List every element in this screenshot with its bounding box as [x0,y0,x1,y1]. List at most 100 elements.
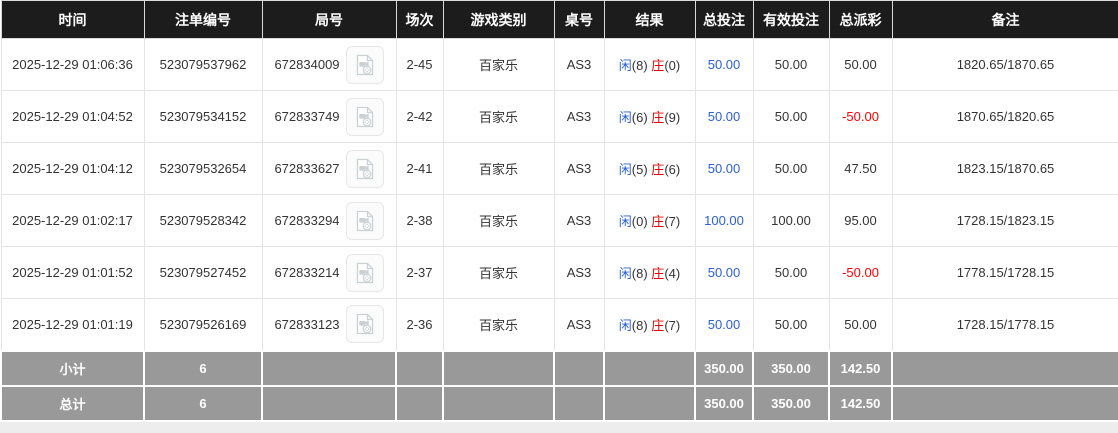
subtotal-empty-round [261,349,397,387]
result-banker-score: (6) [664,162,681,177]
cell-valid-bet: 50.00 [752,90,830,143]
cell-total-payout: 47.50 [828,142,893,195]
video-file-icon [353,53,377,77]
round-id-wrap: 672833294 [265,201,394,240]
table-row: 2025-12-29 01:01:19 523079526169 672833123… [0,298,1118,351]
table-footer: 小计 6 350.00 350.00 142.50 总计 6 350.00 350.00 142.… [0,349,1118,422]
cell-bet-id: 523079532654 [143,142,263,195]
grandtotal-count: 6 [143,384,263,422]
total-bet-link[interactable]: 50.00 [707,161,741,176]
cell-remark: 1870.65/1820.65 [891,90,1118,143]
round-id-wrap: 672833123 [265,305,394,344]
column-header-bet-id: 注单编号 [143,0,263,39]
cell-valid-bet: 50.00 [752,38,830,91]
table-row: 2025-12-29 01:02:17 523079528342 672833294… [0,194,1118,247]
round-id-text: 672833294 [274,213,340,228]
total-bet-link[interactable]: 50.00 [707,57,741,72]
result-player-label: 闲 [618,266,632,281]
cell-session: 2-42 [395,90,444,143]
column-header-time: 时间 [0,0,145,39]
subtotal-label: 小计 [0,349,145,387]
cell-game-type: 百家乐 [442,298,555,351]
cell-table-no: AS3 [553,90,605,143]
cell-round-id: 672833123 [261,298,397,351]
cell-bet-id: 523079528342 [143,194,263,247]
result-player-label: 闲 [618,162,632,177]
round-id-wrap: 672833214 [265,253,394,292]
table-header: 时间 注单编号 局号 场次 游戏类别 桌号 结果 总投注 有效投注 总派彩 备注 [0,0,1118,39]
column-header-result: 结果 [603,0,696,39]
cell-time: 2025-12-29 01:02:17 [0,194,145,247]
cell-remark: 1728.15/1778.15 [891,298,1118,351]
total-bet-link[interactable]: 100.00 [704,213,744,228]
cell-result: 闲(8) 庄(0) [603,38,696,91]
subtotal-total-bet: 350.00 [694,349,754,387]
cell-session: 2-36 [395,298,444,351]
column-header-total-payout: 总派彩 [828,0,893,39]
cell-session: 2-37 [395,246,444,299]
subtotal-total-payout: 142.50 [828,349,893,387]
cell-total-bet: 50.00 [694,38,754,91]
cell-session: 2-38 [395,194,444,247]
cell-total-payout: -50.00 [828,246,893,299]
video-playback-button[interactable] [345,201,384,240]
column-header-game-type: 游戏类别 [442,0,555,39]
cell-game-type: 百家乐 [442,90,555,143]
result-banker-label: 庄 [651,58,665,73]
video-file-icon [353,312,377,336]
cell-remark: 1823.15/1870.65 [891,142,1118,195]
cell-result: 闲(8) 庄(4) [603,246,696,299]
cell-round-id: 672834009 [261,38,397,91]
cell-time: 2025-12-29 01:04:12 [0,142,145,195]
result-player-score: (8) [631,317,652,333]
cell-round-id: 672833294 [261,194,397,247]
result-banker-score: (4) [664,266,681,281]
result-player-score: (5) [631,162,652,177]
result-player-label: 闲 [618,110,632,125]
result-banker-label: 庄 [651,266,665,281]
table-row: 2025-12-29 01:01:52 523079527452 672833214… [0,246,1118,299]
cell-bet-id: 523079527452 [143,246,263,299]
grandtotal-total-payout: 142.50 [828,384,893,422]
cell-total-bet: 50.00 [694,142,754,195]
video-playback-button[interactable] [345,253,384,292]
total-bet-link[interactable]: 50.00 [707,109,741,124]
result-player-score: (8) [631,58,652,73]
cell-total-payout: 50.00 [828,38,893,91]
cell-time: 2025-12-29 01:04:52 [0,90,145,143]
cell-result: 闲(8) 庄(7) [603,298,696,351]
cell-time: 2025-12-29 01:06:36 [0,38,145,91]
cell-table-no: AS3 [553,194,605,247]
cell-time: 2025-12-29 01:01:52 [0,246,145,299]
result-banker-score: (7) [664,317,681,333]
result-banker-label: 庄 [651,214,665,229]
video-playback-button[interactable] [345,97,384,136]
column-header-round-id: 局号 [261,0,397,39]
subtotal-count: 6 [143,349,263,387]
cell-valid-bet: 100.00 [752,194,830,247]
cell-remark: 1778.15/1728.15 [891,246,1118,299]
round-id-wrap: 672833627 [265,149,394,188]
video-file-icon [353,157,377,181]
video-playback-button[interactable] [345,149,384,188]
cell-total-bet: 50.00 [694,298,754,351]
result-banker-score: (7) [664,214,681,229]
grandtotal-empty-remark [891,384,1118,422]
cell-total-bet: 50.00 [694,90,754,143]
subtotal-empty-table [553,349,605,387]
cell-time: 2025-12-29 01:01:19 [0,298,145,351]
table-row: 2025-12-29 01:04:12 523079532654 672833627… [0,142,1118,195]
video-playback-button[interactable] [345,45,384,84]
round-id-text: 672833627 [274,161,340,176]
total-bet-link[interactable]: 50.00 [707,265,741,280]
cell-round-id: 672833214 [261,246,397,299]
video-playback-button[interactable] [345,305,384,344]
video-file-icon [353,209,377,233]
cell-bet-id: 523079537962 [143,38,263,91]
total-bet-link[interactable]: 50.00 [707,316,741,332]
cell-session: 2-41 [395,142,444,195]
grandtotal-empty-result [603,384,696,422]
result-player-score: (0) [631,214,652,229]
cell-total-bet: 100.00 [694,194,754,247]
video-file-icon [353,261,377,285]
